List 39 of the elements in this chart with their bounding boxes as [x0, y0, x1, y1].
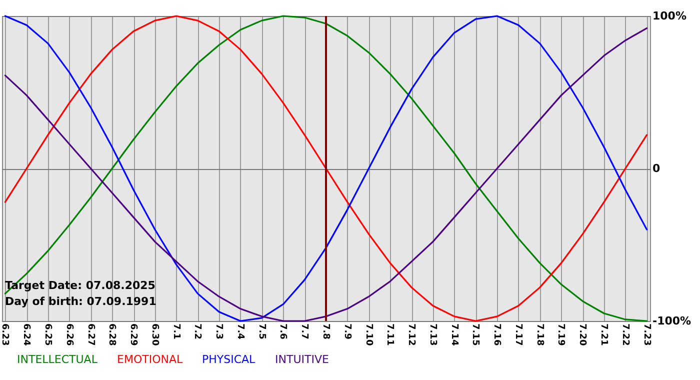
- x-tick-label: 7.8: [320, 324, 330, 340]
- x-tick-label: 7.10: [363, 324, 374, 346]
- x-tick-label: 7.20: [577, 324, 588, 346]
- x-tick-label: 7.11: [384, 324, 395, 346]
- x-tick-label: 6.26: [64, 324, 74, 346]
- y-tick-label: 100%: [652, 10, 686, 22]
- text: INTUITIVE: [275, 352, 329, 366]
- y-tick-label: -100%: [652, 314, 692, 328]
- annotation: Day of birth: 07.09.1991: [5, 295, 156, 308]
- x-tick-label: 7.1: [170, 324, 181, 340]
- x-tick-label: 6.30: [149, 324, 160, 346]
- x-tick-label: 7.5: [256, 324, 266, 340]
- x-tick-label: 7.2: [192, 324, 202, 340]
- x-tick-label: 7.15: [470, 324, 480, 346]
- x-tick-label: 7.23: [641, 324, 652, 346]
- x-tick-label: 7.7: [299, 324, 310, 340]
- x-tick-label: 6.24: [21, 324, 32, 346]
- x-tick-label: 7.9: [342, 324, 352, 340]
- x-tick-label: 7.13: [427, 324, 438, 346]
- x-tick-label: 7.17: [512, 324, 523, 346]
- text: INTELLECTUAL: [17, 352, 98, 366]
- x-tick-label: 7.16: [492, 324, 502, 346]
- x-tick-label: 6.25: [42, 324, 52, 346]
- x-tick-label: 6.27: [85, 324, 96, 346]
- x-tick-label: 6.29: [128, 324, 138, 346]
- x-tick-label: 7.14: [448, 324, 459, 346]
- x-tick-label: 7.19: [556, 324, 566, 346]
- x-tick-label: 6.23: [0, 324, 10, 346]
- x-tick-label: 7.18: [534, 324, 544, 346]
- x-tick-label: 7.3: [214, 324, 224, 340]
- x-tick-label: 7.4: [234, 324, 245, 340]
- x-tick-label: 7.6: [278, 324, 288, 340]
- text: EMOTIONAL: [117, 352, 184, 366]
- x-tick-label: 7.21: [598, 324, 609, 346]
- y-tick-label: 0: [652, 162, 660, 175]
- x-tick-label: 7.12: [406, 324, 416, 346]
- x-tick-label: 7.22: [620, 324, 630, 346]
- text: PHYSICAL: [202, 352, 256, 366]
- x-tick-label: 6.28: [106, 324, 117, 346]
